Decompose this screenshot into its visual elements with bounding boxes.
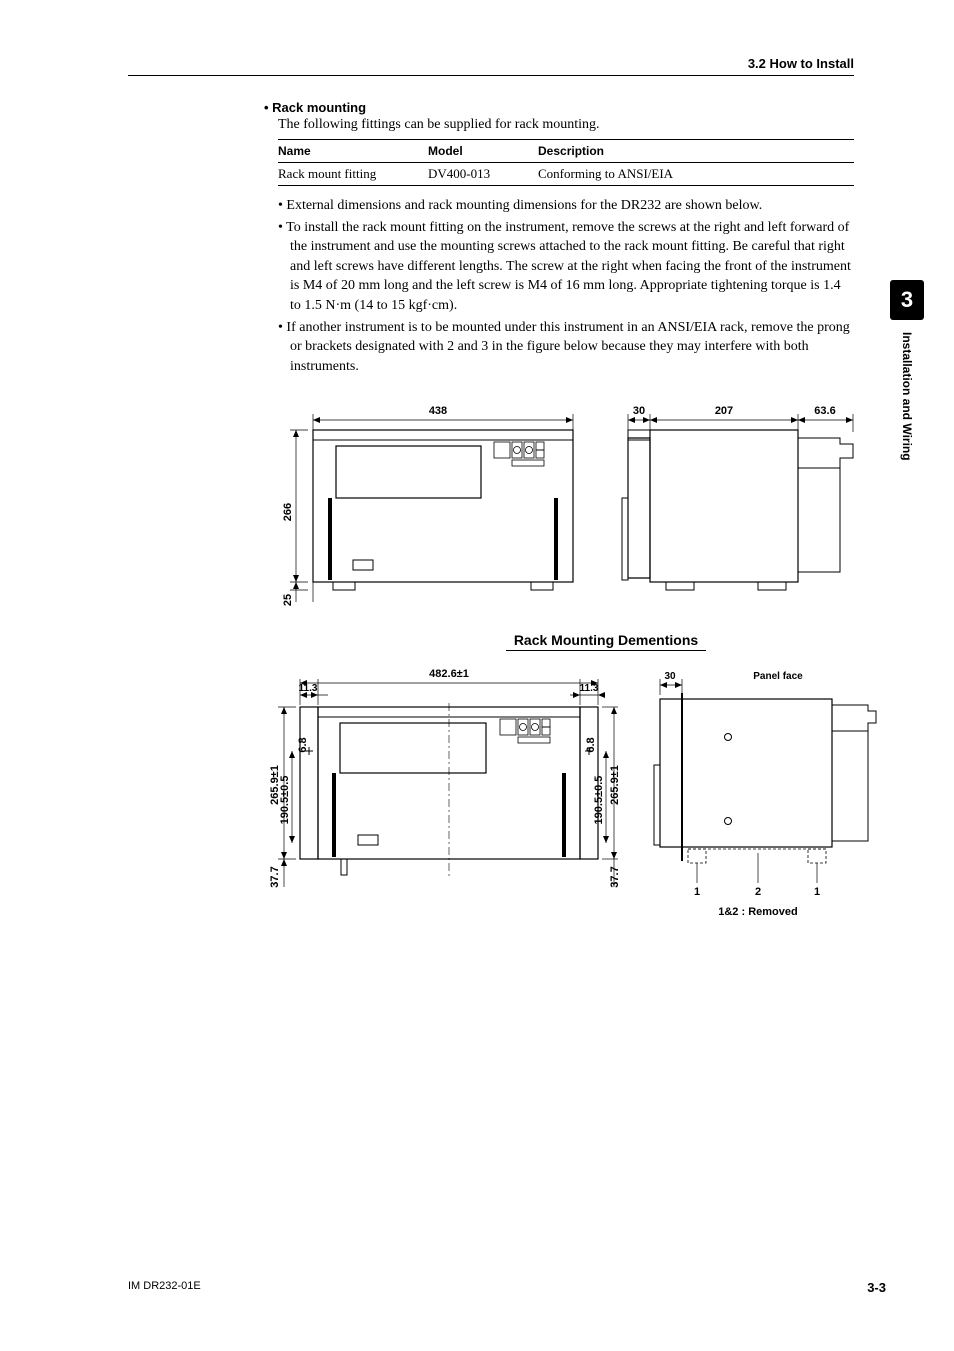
mark-1b: 1 <box>814 886 820 898</box>
diagram-front-top: 438 <box>278 402 578 612</box>
diagram-mounting-front: 482.6±1 11.3 11.3 <box>278 665 618 905</box>
panel-face-label: Panel face <box>753 671 803 682</box>
removed-label: 1&2 : Removed <box>718 906 797 918</box>
cell-model: DV400-013 <box>428 163 538 186</box>
dim-207: 207 <box>715 405 733 417</box>
list-item: If another instrument is to be mounted u… <box>278 318 854 377</box>
dim-190-l: 190.5±0.5 <box>279 776 291 825</box>
dim-63: 63.6 <box>814 405 835 417</box>
diagram-row-top: 438 <box>278 402 854 612</box>
dim-width-438: 438 <box>429 405 447 417</box>
page-footer: IM DR232-01E 3-3 <box>128 1280 886 1295</box>
instruction-list: External dimensions and rack mounting di… <box>278 196 854 376</box>
diagram-mounting-side: 30 Panel face <box>658 665 878 925</box>
fittings-table: Name Model Description Rack mount fittin… <box>278 139 854 186</box>
rack-mounting-intro: The following fittings can be supplied f… <box>278 117 854 133</box>
col-model: Model <box>428 140 538 163</box>
diagram-side-top: 30 207 63.6 <box>618 402 868 612</box>
col-description: Description <box>538 140 854 163</box>
side-tab: 3 Installation and Wiring <box>890 280 924 461</box>
diagram-row-bottom: 482.6±1 11.3 11.3 <box>278 665 854 925</box>
dim-37-l: 37.7 <box>269 867 281 888</box>
cell-description: Conforming to ANSI/EIA <box>538 163 854 186</box>
dim-30: 30 <box>633 405 645 417</box>
dim-482: 482.6±1 <box>429 668 469 680</box>
section-header: 3.2 How to Install <box>128 56 854 76</box>
footer-page-num: 3-3 <box>867 1280 886 1295</box>
col-name: Name <box>278 140 428 163</box>
dim-height-266: 266 <box>282 503 294 521</box>
dim-11-3-r: 11.3 <box>580 683 599 694</box>
chapter-badge: 3 <box>890 280 924 320</box>
dim-30-b: 30 <box>664 671 676 682</box>
mounting-title-wrap: Rack Mounting Dementions <box>358 612 854 661</box>
mounting-title: Rack Mounting Dementions <box>506 632 706 651</box>
list-item: External dimensions and rack mounting di… <box>278 196 854 216</box>
table-header-row: Name Model Description <box>278 140 854 163</box>
footer-doc-id: IM DR232-01E <box>128 1280 201 1295</box>
dim-265-r: 265.9±1 <box>609 766 621 806</box>
dim-11-3-l: 11.3 <box>299 683 318 694</box>
mark-2: 2 <box>755 886 761 898</box>
dim-6-8-r: 6.8 <box>585 738 597 753</box>
chapter-title: Installation and Wiring <box>900 332 914 461</box>
dim-37-r: 37.7 <box>609 867 621 888</box>
dim-190-r: 190.5±0.5 <box>593 776 605 825</box>
list-item: To install the rack mount fitting on the… <box>278 218 854 316</box>
dim-gap-25: 25 <box>282 594 294 606</box>
cell-name: Rack mount fitting <box>278 163 428 186</box>
rack-mounting-heading: Rack mounting <box>264 100 854 115</box>
table-row: Rack mount fitting DV400-013 Conforming … <box>278 163 854 186</box>
mark-1a: 1 <box>694 886 700 898</box>
dim-6-8-l: 6.8 <box>297 738 309 753</box>
